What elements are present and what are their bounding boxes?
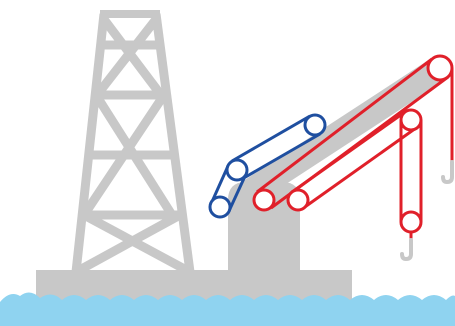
red-pulley (426, 54, 454, 82)
red-pulley (399, 108, 423, 132)
red-pulley (399, 210, 423, 234)
tower-leg (151, 13, 195, 273)
tower-top (100, 10, 160, 18)
tower-cross (93, 15, 161, 98)
blue-pulley (303, 113, 327, 137)
crane (208, 54, 454, 275)
red-cable (256, 57, 433, 194)
tower-cross (80, 92, 168, 218)
blue-cable (231, 114, 311, 163)
blue-pulley (225, 158, 249, 182)
blue-cable (227, 173, 248, 212)
tower-cross (73, 211, 183, 276)
crane-base (244, 255, 292, 275)
derrick-tower (71, 10, 195, 276)
red-cable (291, 110, 406, 194)
crane-boom (237, 55, 453, 205)
water (0, 292, 455, 326)
crane-hook (400, 238, 413, 262)
tower-leg (71, 13, 109, 273)
red-pulley (252, 188, 276, 212)
crane-hook (441, 160, 454, 185)
blue-cable (241, 132, 321, 181)
blue-pulley (208, 195, 232, 219)
tower-cross (92, 92, 176, 218)
red-pulley (286, 188, 310, 212)
red-cable (301, 126, 417, 211)
